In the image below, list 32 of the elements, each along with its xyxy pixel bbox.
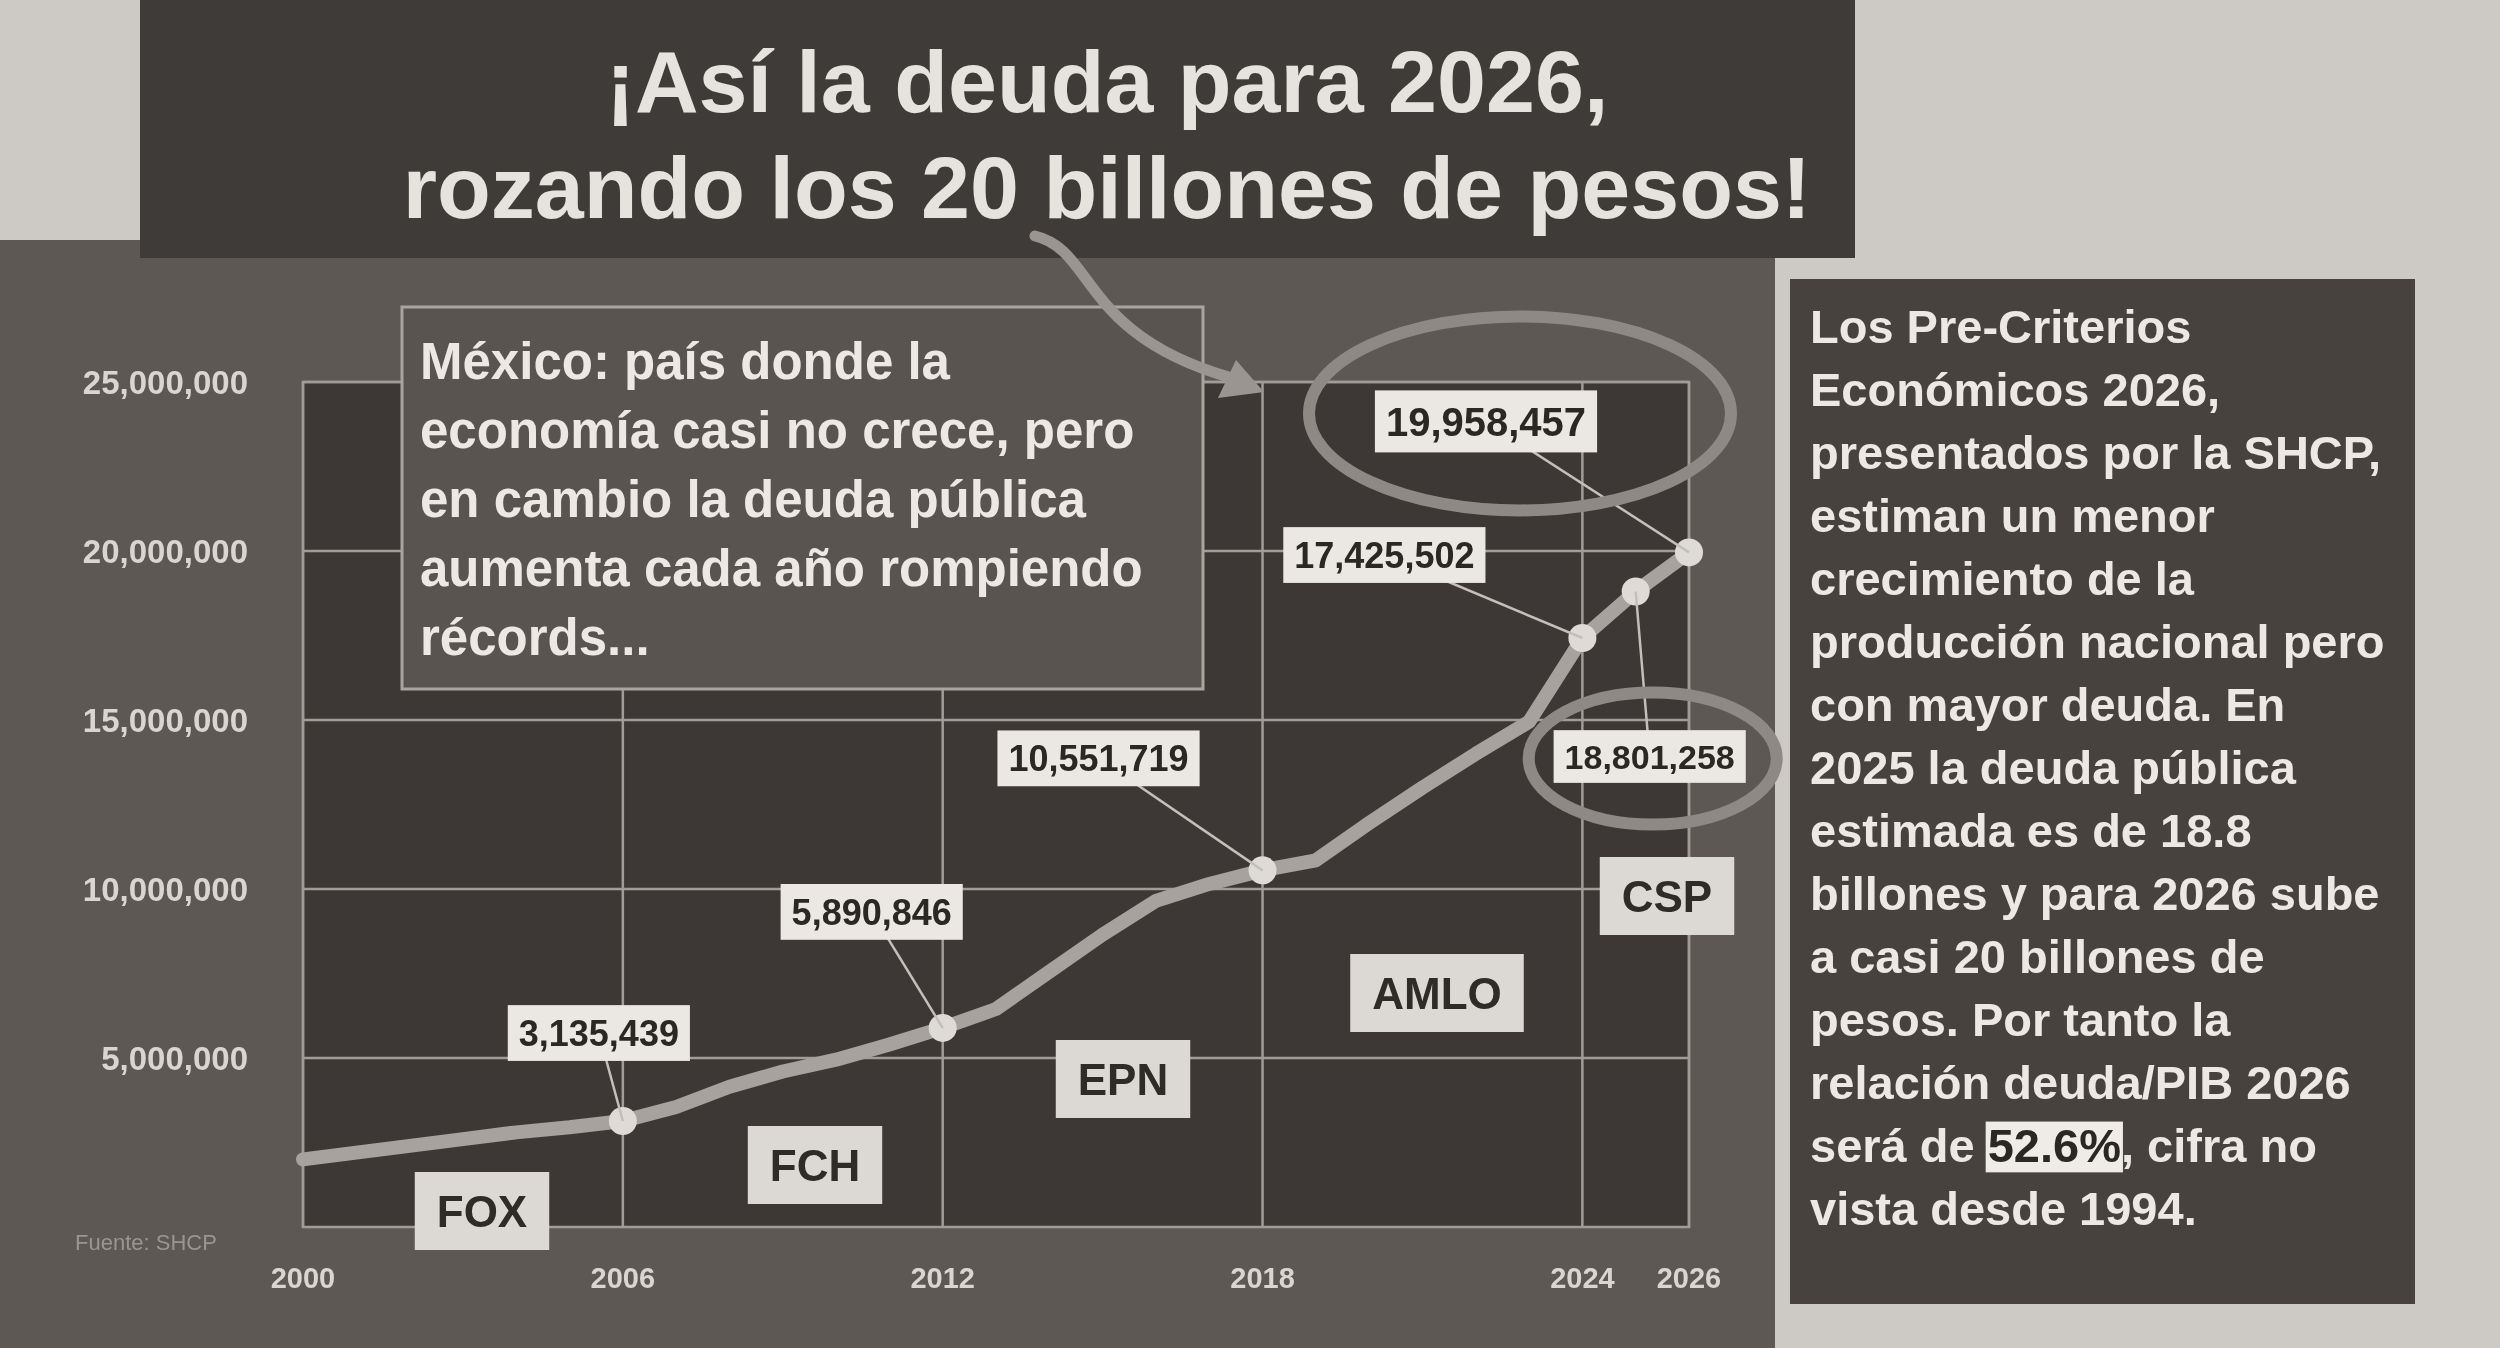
x-tick-label: 2024: [1550, 1262, 1615, 1294]
y-tick-label: 25,000,000: [82, 364, 248, 401]
point: [1621, 577, 1650, 606]
annotation: México: país donde la economía casi no crece, pero en cambio la deuda pública aumenta cada año rompiendo récords...: [420, 333, 1143, 666]
y-tick-label: 15,000,000: [82, 702, 248, 739]
point: [1248, 856, 1277, 885]
y-tick-label: 10,000,000: [82, 871, 248, 908]
annotation: CSP: [1621, 871, 1713, 921]
annotation: AMLO: [1372, 968, 1502, 1018]
x-tick-label: 2018: [1230, 1262, 1295, 1294]
point: [928, 1013, 957, 1042]
chart-title: ¡Así la deuda para 2026, rozando los 20 billones de pesos!: [402, 32, 1812, 237]
annotation: FOX: [436, 1186, 528, 1236]
x-tick-label: 2026: [1656, 1262, 1722, 1294]
annotation: EPN: [1077, 1054, 1169, 1104]
data-label: 17,425,502: [1294, 534, 1475, 576]
x-tick-label: 2012: [910, 1262, 975, 1294]
x-tick-label: 2000: [270, 1262, 336, 1294]
data-label: 18,801,258: [1564, 737, 1735, 776]
data-label: 5,890,846: [791, 891, 952, 933]
data-label: 3,135,439: [518, 1012, 679, 1054]
point: [1568, 624, 1597, 653]
data-label: 10,551,719: [1008, 738, 1189, 780]
data-label: 19,958,457: [1385, 399, 1587, 444]
point: [1675, 538, 1703, 567]
annotation: FCH: [769, 1140, 861, 1190]
x-tick-label: 2006: [590, 1262, 656, 1294]
y-tick-label: 20,000,000: [82, 533, 248, 570]
text: Los Pre-Criterios Económicos 2026, presentados por la SHCP, estiman un menor crecimiento de la producción nacional pero con mayor deuda. En 2025 la deuda pública estimada es de 18.8 billones y para 2026 sube a casi 20 billones de pesos. Por tanto la relación deuda/PIB 2026 será de 52.6%, cifra no vista desde 1994.: [1810, 300, 2385, 1235]
y-tick-label: 5,000,000: [101, 1040, 248, 1077]
source-note: Fuente: SHCP: [75, 1230, 217, 1255]
point: [608, 1107, 637, 1136]
